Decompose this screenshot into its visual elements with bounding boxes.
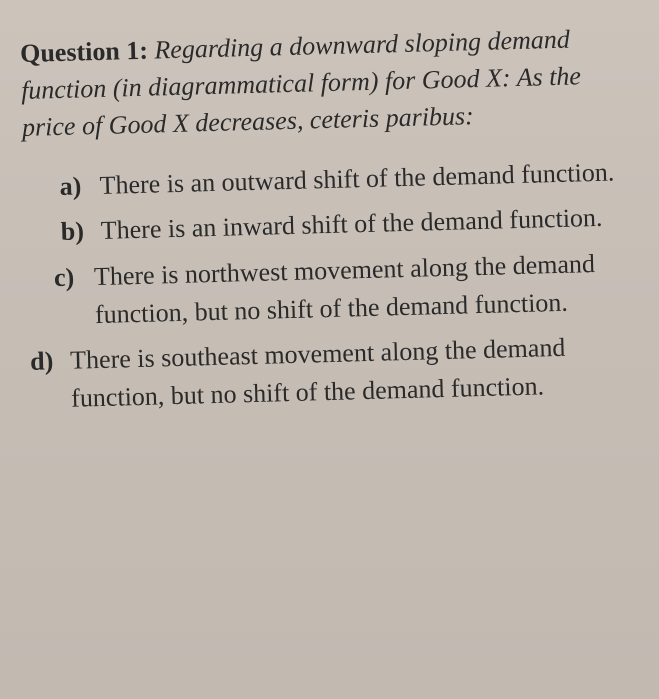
option-letter: a) <box>59 167 100 206</box>
option-text: There is an inward shift of the demand f… <box>100 199 626 250</box>
option-letter: c) <box>54 258 95 297</box>
options-list: a) There is an outward shift of the dema… <box>59 153 630 418</box>
option-letter: d) <box>30 342 71 381</box>
option-c: c) There is northwest movement along the… <box>62 244 629 334</box>
option-text: There is northwest movement along the de… <box>94 244 629 333</box>
option-d: d) There is southeast movement along the… <box>64 328 631 418</box>
option-b: b) There is an inward shift of the deman… <box>60 199 626 251</box>
option-text: There is an outward shift of the demand … <box>99 153 625 204</box>
scanned-page: Question 1: Regarding a downward sloping… <box>0 0 659 699</box>
option-text: There is southeast movement along the de… <box>70 328 631 418</box>
question-label: Question 1: <box>20 36 149 68</box>
question-stem: Question 1: Regarding a downward sloping… <box>20 20 630 147</box>
option-a: a) There is an outward shift of the dema… <box>59 153 625 205</box>
option-letter: b) <box>60 212 101 251</box>
